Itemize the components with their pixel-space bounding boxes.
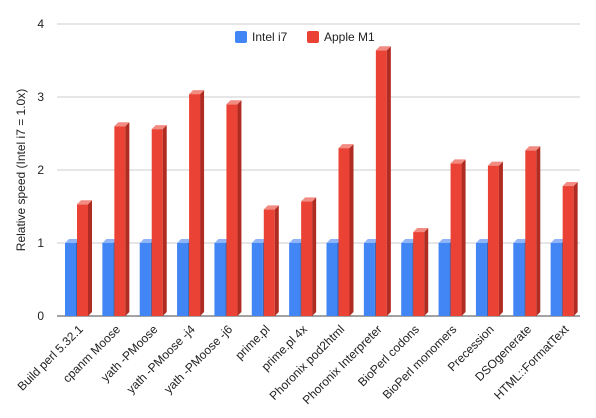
bar-apple-m1 [263, 205, 279, 316]
legend-label: Apple M1 [324, 30, 375, 44]
legend-item-intel-i7: Intel i7 [235, 30, 288, 44]
bars [65, 46, 578, 317]
bar-apple-m1 [525, 146, 541, 316]
bar-apple-m1 [487, 161, 503, 316]
bar-apple-m1 [413, 228, 429, 316]
bar-apple-m1 [301, 197, 317, 316]
y-axis-title: Relative speed (Intel i7 = 1.0x) [14, 89, 28, 251]
bar-apple-m1 [226, 100, 242, 316]
bar-apple-m1 [151, 125, 167, 317]
y-tick-label: 3 [37, 90, 44, 104]
legend: Intel i7 Apple M1 [235, 30, 375, 44]
bar-apple-m1 [375, 46, 391, 316]
y-tick-label: 1 [37, 236, 44, 250]
legend-swatch [307, 31, 319, 43]
x-tick-label: yath -PMoose -j4 [124, 322, 198, 396]
legend-label: Intel i7 [252, 30, 288, 44]
x-tick-label: Build perl 5.32.1 [15, 322, 86, 393]
y-tick-label: 2 [37, 163, 44, 177]
legend-item-apple-m1: Apple M1 [307, 30, 375, 44]
bar-apple-m1 [189, 90, 205, 316]
bar-apple-m1 [450, 159, 466, 316]
bar-apple-m1 [77, 200, 92, 316]
y-tick-label: 4 [37, 17, 44, 31]
bar-apple-m1 [338, 144, 354, 316]
bar-apple-m1 [562, 182, 578, 316]
legend-swatch [235, 31, 247, 43]
y-tick-label: 0 [37, 309, 44, 323]
y-axis-ticks: 0 1 2 3 4 [37, 17, 44, 323]
bar-apple-m1 [114, 122, 130, 316]
x-tick-label: yath -PMoose -j6 [161, 322, 235, 396]
